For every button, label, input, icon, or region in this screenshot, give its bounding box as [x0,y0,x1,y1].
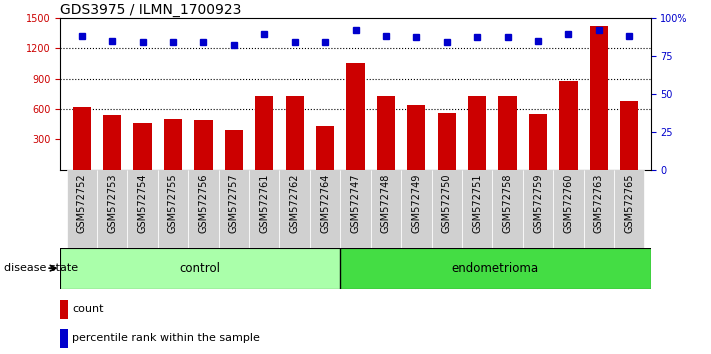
Text: GSM572753: GSM572753 [107,174,117,233]
Bar [127,170,158,248]
Bar [286,96,304,170]
Bar [346,63,365,170]
Text: GSM572762: GSM572762 [289,174,299,233]
Text: GSM572759: GSM572759 [533,174,543,233]
Bar [218,170,249,248]
Bar [103,115,122,170]
Bar [60,300,68,319]
Text: control: control [180,262,220,275]
Text: GSM572747: GSM572747 [351,174,360,233]
Bar [493,170,523,248]
Bar [584,170,614,248]
Bar [67,170,97,248]
Bar [255,96,273,170]
Bar [249,170,279,248]
Bar [60,329,68,348]
Text: GSM572751: GSM572751 [472,174,482,233]
Bar [438,113,456,170]
Bar [310,170,341,248]
Bar [529,114,547,170]
Text: endometrioma: endometrioma [451,262,539,275]
Text: GDS3975 / ILMN_1700923: GDS3975 / ILMN_1700923 [60,3,242,17]
Bar [401,170,432,248]
Bar [589,26,608,170]
Text: GSM572761: GSM572761 [260,174,269,233]
Bar [432,170,462,248]
Bar [188,170,218,248]
Bar [341,170,370,248]
Text: GSM572754: GSM572754 [137,174,148,233]
Bar [279,170,310,248]
Bar [468,96,486,170]
Bar [164,119,182,170]
Text: disease state: disease state [4,263,77,273]
Text: GSM572760: GSM572760 [563,174,574,233]
Bar [560,81,577,170]
Bar [498,96,517,170]
Bar [97,170,127,248]
Text: GSM572763: GSM572763 [594,174,604,233]
Bar [614,170,644,248]
Bar [620,101,638,170]
Text: GSM572749: GSM572749 [412,174,422,233]
Bar [158,170,188,248]
Bar [60,248,340,289]
Bar [553,170,584,248]
Text: GSM572748: GSM572748 [381,174,391,233]
Text: GSM572765: GSM572765 [624,174,634,233]
Bar [316,126,334,170]
Text: GSM572750: GSM572750 [442,174,451,233]
Bar [340,248,651,289]
Bar [407,105,425,170]
Text: GSM572764: GSM572764 [320,174,330,233]
Bar [377,96,395,170]
Text: GSM572756: GSM572756 [198,174,208,233]
Bar [134,123,151,170]
Text: count: count [73,304,104,314]
Text: GSM572758: GSM572758 [503,174,513,233]
Text: percentile rank within the sample: percentile rank within the sample [73,333,260,343]
Bar [73,107,91,170]
Text: GSM572757: GSM572757 [229,174,239,233]
Bar [194,120,213,170]
Bar [523,170,553,248]
Bar [370,170,401,248]
Bar [462,170,493,248]
Text: GSM572755: GSM572755 [168,174,178,233]
Bar [225,130,243,170]
Text: GSM572752: GSM572752 [77,174,87,233]
